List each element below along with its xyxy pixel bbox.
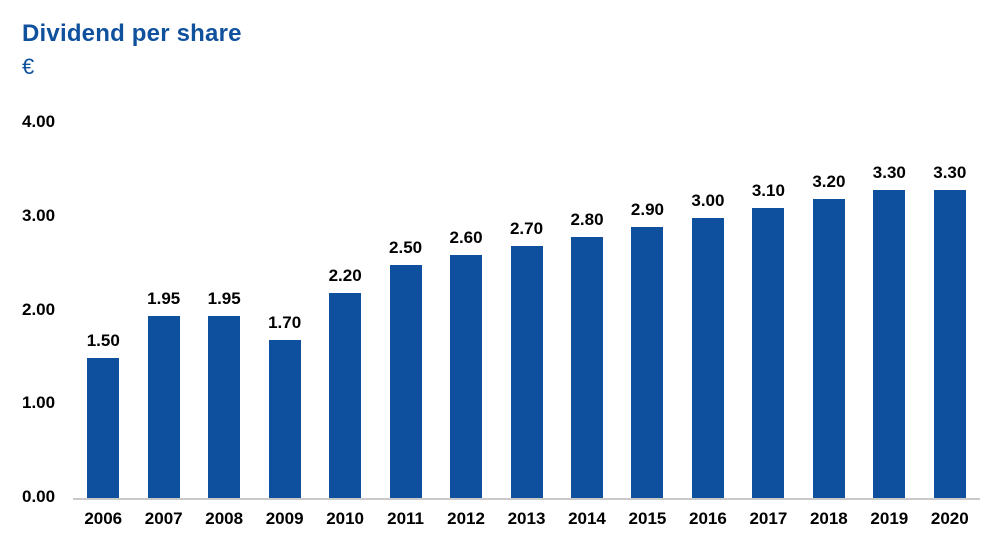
bar-value-label: 2.70 [509,218,544,238]
y-tick-label: 1.00 [22,393,56,413]
y-axis: 0.00 1.00 2.00 3.00 4.00 [0,0,73,555]
x-tick-label: 2008 [205,509,244,528]
x-tick-label: 2018 [809,509,848,528]
y-tick-label: 4.00 [22,112,56,131]
y-tick-label: 3.00 [22,205,56,225]
x-tick-label: 2016 [689,509,727,528]
plot-area: 1.50 1.95 1.95 1.70 2.20 2.50 2.60 2.70 2.80 2.90… [73,124,980,499]
bar-slot-2010: 2.20 [315,124,375,499]
bar-slot-2018: 3.20 [799,124,859,499]
bar [450,255,483,499]
bar-slot-2012: 2.60 [436,124,496,499]
bar [691,217,724,499]
bar-value-label: 1.50 [86,331,120,351]
bar-slot-2017: 3.10 [738,124,798,499]
x-tick-label: 2006 [84,509,123,528]
x-tick-label: 2017 [749,509,788,528]
bar-slot-2009: 1.70 [254,124,314,499]
bar [812,199,845,499]
bar-slot-2020: 3.30 [920,124,980,499]
bar-slot-2006: 1.50 [73,124,133,499]
bar-slot-2013: 2.70 [496,124,556,499]
x-tick-label: 2011 [387,509,425,528]
bar-value-label: 3.30 [872,162,906,182]
x-tick-label: 2007 [144,509,183,528]
bar [631,227,664,499]
bar-slot-2015: 2.90 [617,124,677,499]
bar [510,245,543,499]
x-axis: 2006 2007 2008 2009 2010 2011 2012 2013 2014 2015… [73,508,980,530]
bar-value-label: 2.50 [389,237,423,257]
x-tick-label: 2019 [870,509,909,528]
bar-slot-2016: 3.00 [678,124,738,499]
bar-value-label: 3.30 [933,162,967,182]
bar-slot-2007: 1.95 [133,124,193,499]
bar-value-label: 2.60 [449,228,483,248]
bar [752,208,785,499]
chart-title: Dividend per share [22,20,242,47]
bar-value-label: 3.10 [751,181,785,201]
y-tick-label: 2.00 [22,299,56,319]
bar [873,189,906,499]
bar-value-label: 1.95 [147,289,181,309]
y-tick-label: 0.00 [22,487,56,506]
bar-slot-2008: 1.95 [194,124,254,499]
bar [268,339,301,499]
bar-slot-2014: 2.80 [557,124,617,499]
bar [87,358,120,499]
x-tick-label: 2020 [930,509,969,528]
x-tick-label: 2015 [628,509,667,528]
bar-value-label: 2.90 [630,200,664,220]
bar-value-label: 3.00 [691,190,725,210]
bar-value-label: 2.20 [328,265,362,285]
x-tick-label: 2014 [568,509,606,528]
x-axis-line [73,498,980,500]
bar [389,264,422,499]
bar-slot-2011: 2.50 [375,124,435,499]
bar [208,316,241,499]
x-tick-label: 2010 [326,509,365,528]
x-tick-label: 2013 [507,509,546,528]
x-tick-label: 2009 [265,509,304,528]
bar [147,316,180,499]
chart-currency-label: € [22,54,35,79]
bar [329,292,362,499]
bar [933,189,966,499]
bar-value-label: 3.20 [812,172,846,191]
bar-slot-2019: 3.30 [859,124,919,499]
bar-value-label: 1.95 [207,289,241,309]
x-tick-label: 2012 [447,509,485,528]
bar-value-label: 1.70 [268,312,302,332]
bar-value-label: 2.80 [570,209,604,229]
bar [570,236,603,499]
